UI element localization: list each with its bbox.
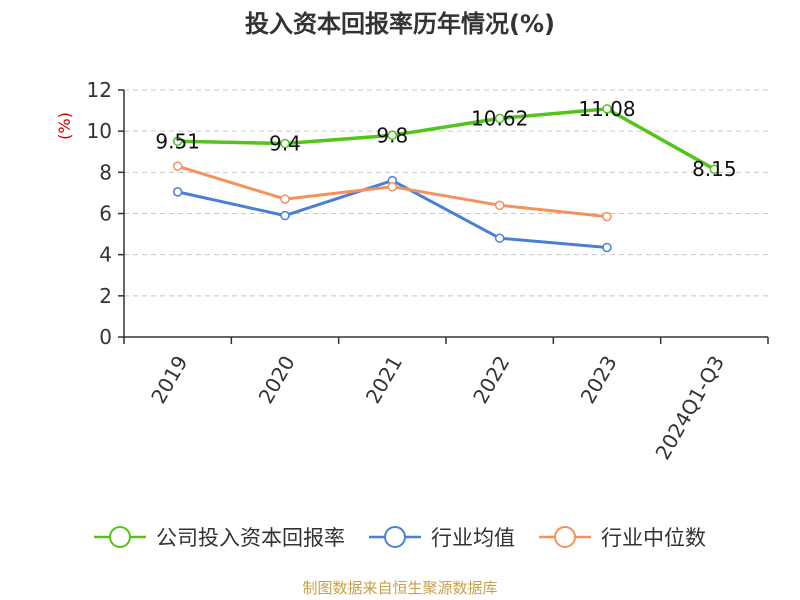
y-axis-label: (%): [55, 112, 74, 140]
legend-swatch-marker: [554, 526, 576, 548]
data-label: 10.62: [471, 106, 528, 130]
data-point: [172, 161, 183, 171]
data-point: [494, 113, 505, 124]
data-labels: 9.51 9.4 9.8 10.62 11.08 8.15: [155, 97, 736, 181]
legend-label: 行业均值: [431, 526, 515, 550]
data-point: [280, 210, 290, 221]
data-point: [709, 164, 720, 174]
data-point: [602, 242, 612, 253]
y-tick-label: 10: [87, 119, 112, 143]
legend-label: 行业中位数: [601, 526, 706, 550]
data-point: [387, 130, 398, 141]
y-tick-label: 0: [99, 325, 112, 349]
data-label: 8.15: [692, 157, 737, 181]
data-point: [387, 181, 398, 192]
x-tick-label: 2022: [468, 351, 514, 407]
series-line-0: [177, 107, 716, 171]
x-tick-label: 2023: [575, 352, 621, 408]
grid-lines: [124, 89, 768, 297]
series-lines: [172, 104, 720, 253]
data-label: 11.08: [578, 97, 635, 121]
data-label: 9.4: [269, 132, 301, 156]
y-tick-label: 2: [99, 284, 112, 308]
y-tick-label: 6: [99, 202, 112, 226]
x-tick-label: 2024Q1-Q3: [650, 352, 729, 464]
x-tick-label: 2021: [361, 352, 407, 408]
data-point: [602, 211, 612, 222]
y-tick-label: 12: [87, 78, 112, 102]
data-point: [494, 200, 505, 211]
legend-swatch-marker: [384, 526, 406, 548]
data-point: [602, 104, 612, 114]
y-tick-label: 8: [99, 160, 112, 184]
x-tick-label: 2020: [253, 352, 299, 408]
data-label: 9.8: [376, 123, 408, 147]
x-tick-label: 2019: [146, 352, 192, 408]
data-point: [280, 138, 290, 149]
data-label: 9.51: [155, 129, 200, 153]
data-point: [280, 194, 290, 204]
chart-title: 投入资本回报率历年情况(%): [245, 10, 555, 38]
data-point: [494, 233, 505, 243]
source-note: 制图数据来自恒生聚源数据库: [302, 579, 498, 597]
y-tick-label: 4: [99, 243, 112, 267]
legend-swatch-marker: [109, 526, 131, 548]
data-point: [172, 187, 183, 197]
data-point: [172, 136, 183, 147]
legend-label: 公司投入资本回报率: [156, 526, 345, 550]
legend: 公司投入资本回报率 行业均值 行业中位数: [94, 526, 706, 550]
